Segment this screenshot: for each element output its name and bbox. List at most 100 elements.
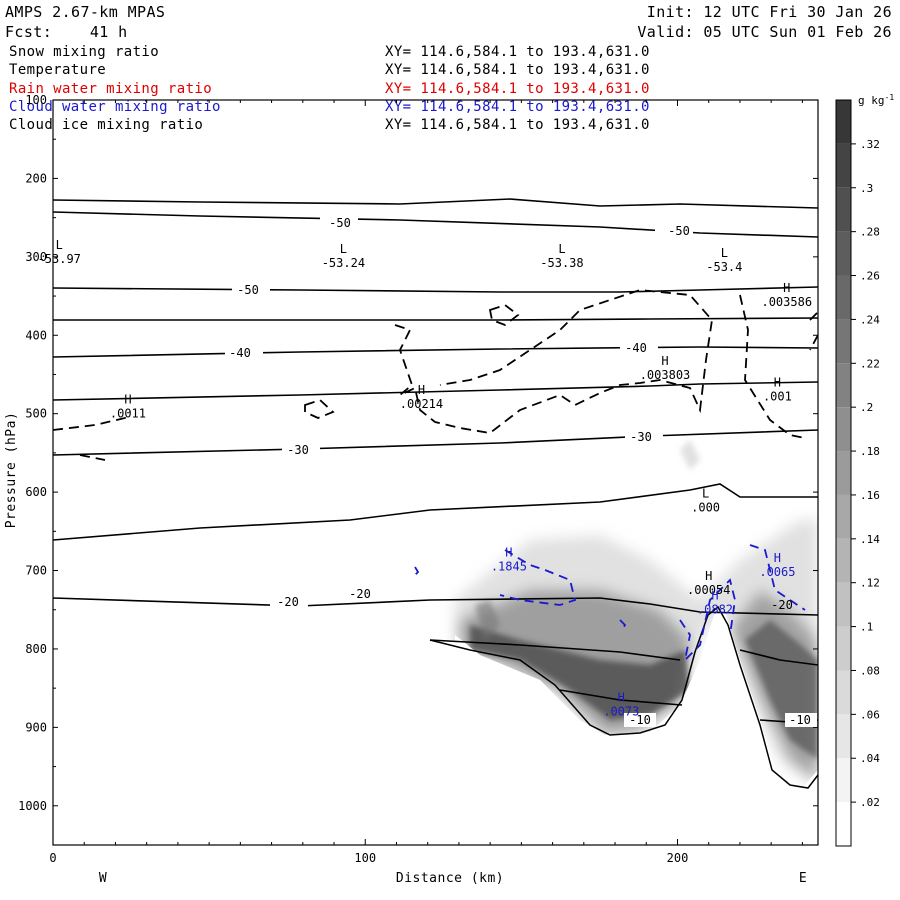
extremum-symbol: H bbox=[124, 393, 131, 407]
extremum-value: .001 bbox=[763, 389, 792, 403]
extremum-symbol: H bbox=[418, 383, 425, 397]
y-tick-label: 1000 bbox=[18, 799, 47, 813]
y-tick-label: 200 bbox=[25, 171, 47, 185]
temp-label: -20 bbox=[771, 598, 793, 612]
x-end-label-east: E bbox=[799, 871, 807, 886]
extremum-symbol: H bbox=[505, 546, 512, 560]
extremum-value: .0073 bbox=[603, 705, 639, 719]
init-time: Init: 12 UTC Fri 30 Jan 26 bbox=[646, 3, 892, 21]
legend-xy-temperature: XY= 114.6,584.1 to 193.4,631.0 bbox=[385, 62, 650, 78]
x-axis-label: Distance (km) bbox=[396, 871, 504, 886]
extremum-value: .00214 bbox=[400, 397, 443, 411]
extremum-symbol: L bbox=[340, 242, 347, 256]
extremum-value: -53.24 bbox=[322, 256, 365, 270]
y-tick-label: 800 bbox=[25, 642, 47, 656]
extremum-value: .1845 bbox=[491, 560, 527, 574]
x-axis-ticks: 0 100 200 bbox=[49, 100, 803, 865]
legend-name-rain: Rain water mixing ratio bbox=[9, 81, 213, 97]
colorbar-tick-label: .26 bbox=[860, 270, 880, 283]
cloud-ice-contours bbox=[53, 289, 818, 461]
colorbar-tick-label: .06 bbox=[860, 708, 880, 721]
legend-xy-rain: XY= 114.6,584.1 to 193.4,631.0 bbox=[385, 81, 650, 97]
colorbar-tick-label: .14 bbox=[860, 533, 880, 546]
extremum-value: .0882 bbox=[697, 603, 733, 617]
y-axis: Pressure (hPa) 100 200 300 400 500 600 700 800 9… bbox=[4, 93, 818, 846]
colorbar-bin bbox=[836, 231, 851, 276]
colorbar-bin bbox=[836, 363, 851, 408]
temp-label: -20 bbox=[277, 595, 299, 609]
colorbar-bin bbox=[836, 143, 851, 188]
extremum-symbol: H bbox=[711, 589, 718, 603]
colorbar-tick-label: .18 bbox=[860, 445, 880, 458]
y-tick-label: 400 bbox=[25, 328, 47, 342]
extremum-symbol: H bbox=[661, 354, 668, 368]
extremum-symbol: H bbox=[783, 281, 790, 295]
temp-label: -50 bbox=[237, 283, 259, 297]
x-axis: 0 100 200 Distance (km) W E bbox=[49, 100, 807, 886]
colorbar-bin bbox=[836, 187, 851, 232]
colorbar-bin bbox=[836, 802, 851, 846]
y-tick-label: 100 bbox=[25, 93, 47, 107]
extremum-value: -53.38 bbox=[540, 256, 583, 270]
x-tick-label: 200 bbox=[667, 851, 689, 865]
colorbar-tick-label: .16 bbox=[860, 489, 880, 502]
colorbar-ticks: .02 .04 .06 .08 .1 .12 .14 .16 .18 .2 .22 .24 .26 .28… bbox=[851, 138, 880, 809]
y-axis-ticks: 100 200 300 400 500 600 700 800 900 1000 bbox=[18, 93, 818, 846]
extremum-symbol: H bbox=[774, 375, 781, 389]
colorbar-unit: g kg-1 bbox=[858, 93, 894, 107]
legend-name-temperature: Temperature bbox=[9, 62, 107, 78]
extremum-symbol: L bbox=[56, 238, 63, 252]
y-tick-label: 900 bbox=[25, 720, 47, 734]
colorbar-tick-label: .02 bbox=[860, 796, 880, 809]
temp-label: -20 bbox=[349, 587, 371, 601]
extrema-labels: L-53.97L-53.24L-53.38L-53.4H.003586H.003… bbox=[38, 238, 812, 718]
extremum-value: .0011 bbox=[110, 407, 146, 421]
legend-xy-cloud-water: XY= 114.6,584.1 to 193.4,631.0 bbox=[385, 99, 650, 115]
colorbar-tick-label: .28 bbox=[860, 226, 880, 239]
extremum-value: -53.4 bbox=[706, 260, 742, 274]
temp-label: -10 bbox=[789, 713, 811, 727]
colorbar-bin bbox=[836, 407, 851, 452]
legend-xy-cloud-ice: XY= 114.6,584.1 to 193.4,631.0 bbox=[385, 117, 650, 133]
colorbar-bin bbox=[836, 451, 851, 495]
extremum-symbol: H bbox=[705, 569, 712, 583]
terrain-outline bbox=[429, 605, 819, 789]
colorbar-bin bbox=[836, 714, 851, 759]
colorbar-tick-label: .1 bbox=[860, 621, 873, 634]
temperature-labels: -50 -50 -50 -40 -40 -30 -30 -20 -20 -20 … bbox=[225, 215, 817, 727]
colorbar-bin bbox=[836, 100, 851, 144]
extremum-symbol: H bbox=[618, 691, 625, 705]
extremum-symbol: L bbox=[721, 246, 728, 260]
temp-label: -50 bbox=[329, 216, 351, 230]
colorbar-bin bbox=[836, 626, 851, 671]
extremum-value: -53.97 bbox=[38, 252, 81, 266]
colorbar-bin bbox=[836, 538, 851, 583]
y-tick-label: 600 bbox=[25, 485, 47, 499]
temp-label: -30 bbox=[630, 430, 652, 444]
temp-label: -40 bbox=[625, 341, 647, 355]
temp-label: -30 bbox=[287, 443, 309, 457]
valid-time: Valid: 05 UTC Sun 01 Feb 26 bbox=[637, 23, 892, 41]
model-title: AMPS 2.67-km MPAS bbox=[5, 3, 166, 21]
plot-frame bbox=[52, 99, 819, 846]
colorbar: g kg-1 .02 .04 .06 .08 .1 .12 .14 .16 .18 .2 .22 .2… bbox=[835, 93, 894, 847]
extremum-value: .00054 bbox=[687, 583, 730, 597]
extremum-value: .003803 bbox=[640, 368, 691, 382]
x-tick-label: 100 bbox=[354, 851, 376, 865]
temp-label: -40 bbox=[229, 346, 251, 360]
extremum-symbol: H bbox=[774, 551, 781, 565]
legend-name-snow: Snow mixing ratio bbox=[9, 44, 160, 60]
colorbar-tick-label: .04 bbox=[860, 752, 880, 765]
extremum-value: .003586 bbox=[761, 295, 812, 309]
colorbar-bin bbox=[836, 670, 851, 715]
y-tick-label: 300 bbox=[25, 250, 47, 264]
colorbar-tick-label: .12 bbox=[860, 577, 880, 590]
y-tick-label: 700 bbox=[25, 564, 47, 578]
colorbar-tick-label: .32 bbox=[860, 138, 880, 151]
colorbar-bin bbox=[836, 319, 851, 364]
extremum-value: .000 bbox=[691, 501, 720, 515]
extremum-symbol: L bbox=[702, 487, 709, 501]
x-tick-label: 0 bbox=[49, 851, 56, 865]
colorbar-bin bbox=[836, 758, 851, 803]
